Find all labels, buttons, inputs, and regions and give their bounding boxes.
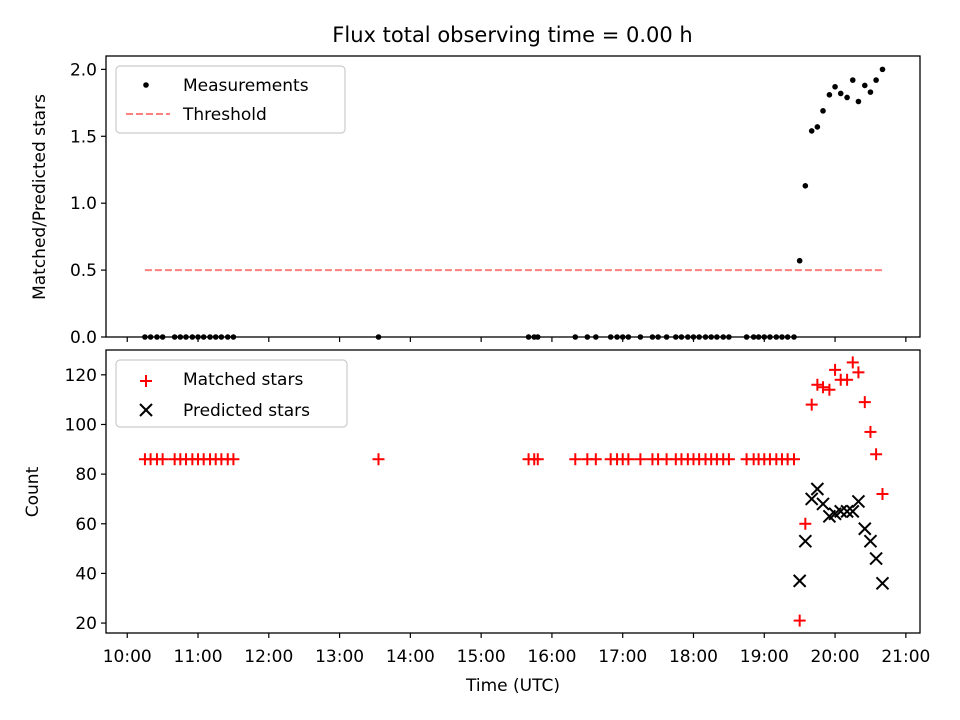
- x-tick-label: 16:00: [527, 647, 576, 667]
- measurement-point: [837, 90, 844, 97]
- predicted-stars-point: [798, 534, 813, 548]
- predicted-stars-point: [840, 504, 854, 519]
- x-tick-label: 20:00: [811, 647, 860, 667]
- legend-measurements-marker: [143, 82, 149, 88]
- x-tick-label: 18:00: [669, 647, 718, 667]
- predicted-stars-point: [863, 534, 878, 548]
- ratio-y-tick-label: 0.5: [70, 261, 97, 281]
- matched-stars-point: [622, 453, 635, 466]
- matched-stars-point: [864, 425, 877, 438]
- count-y-tick-label: 80: [75, 465, 97, 485]
- matched-stars-point: [852, 366, 865, 379]
- matched-stars-point: [823, 383, 836, 396]
- legend-matched-marker: [140, 375, 152, 387]
- count-y-tick-label: 100: [65, 415, 97, 435]
- predicted-stars-point: [875, 576, 890, 591]
- count-y-tick-label: 40: [75, 564, 97, 584]
- legend-predicted-marker: [139, 403, 153, 417]
- measurement-point: [879, 66, 886, 73]
- measurement-point: [861, 82, 868, 89]
- measurement-point: [808, 128, 815, 134]
- measurement-point: [849, 77, 856, 83]
- matched-stars-point: [372, 453, 385, 466]
- count-legend: Matched stars Predicted stars: [115, 359, 348, 428]
- matched-stars-point: [531, 453, 544, 466]
- ratio-y-tick-label: 0.0: [70, 328, 97, 348]
- ratio-panel: 0.00.51.01.52.0 Matched/Predicted stars …: [30, 55, 921, 348]
- matched-stars-point: [876, 487, 889, 500]
- matched-stars-point: [817, 381, 830, 394]
- legend-threshold-label: Threshold: [182, 105, 267, 125]
- matched-stars-point: [811, 378, 824, 391]
- measurement-point: [802, 182, 809, 189]
- chart-title: Flux total observing time = 0.00 h: [332, 23, 692, 47]
- measurement-point: [796, 257, 803, 264]
- count-y-tick-label: 120: [65, 366, 97, 386]
- predicted-stars-point: [792, 574, 807, 588]
- x-tick-label: 17:00: [598, 647, 647, 667]
- measurement-point: [844, 94, 850, 101]
- x-tick-label: 19:00: [740, 647, 789, 667]
- x-tick-label: 21:00: [881, 647, 930, 667]
- count-y-tick-label: 60: [75, 515, 97, 535]
- count-legend-box: [115, 359, 348, 428]
- count-y-axis-label: Count: [23, 466, 43, 517]
- measurement-point: [832, 83, 838, 90]
- matched-stars-point: [870, 448, 883, 461]
- predicted-stars-point: [810, 482, 825, 496]
- count-panel-frame: [105, 349, 921, 634]
- x-tick-label: 11:00: [174, 647, 223, 667]
- matched-stars-point: [841, 373, 854, 386]
- matched-stars-point: [569, 453, 582, 466]
- count-panel: 20 40 60 80 100 120 10:00 11:00 12:00 13:00 14:00 1…: [23, 349, 930, 696]
- x-tick-label: 12:00: [244, 647, 293, 667]
- count-y-tick-label: 20: [75, 614, 97, 634]
- ratio-y-tick-label: 2.0: [70, 60, 97, 80]
- measurement-point: [820, 108, 826, 114]
- measurement-point: [867, 89, 874, 95]
- ratio-y-tick-label: 1.0: [70, 194, 97, 214]
- predicted-stars-point: [851, 494, 866, 509]
- matched-stars-point: [227, 453, 240, 466]
- matched-stars-point: [634, 453, 647, 466]
- matched-stars-point: [156, 453, 169, 466]
- matched-stars-point: [722, 453, 735, 466]
- legend-predicted-label: Predicted stars: [183, 401, 310, 421]
- predicted-stars-point: [846, 504, 860, 519]
- x-tick-label: 10:00: [103, 647, 152, 667]
- predicted-stars-point: [858, 522, 872, 536]
- x-tick-label: 13:00: [315, 647, 364, 667]
- measurement-point: [873, 77, 879, 83]
- matched-stars-point: [858, 396, 871, 409]
- x-tick-label: 14:00: [386, 647, 435, 667]
- predicted-stars-point: [869, 551, 883, 566]
- ratio-y-axis-label: Matched/Predicted stars: [30, 94, 50, 300]
- matched-stars-point: [846, 356, 859, 369]
- matched-stars-point: [805, 398, 818, 411]
- matched-stars-point: [793, 614, 806, 627]
- legend-matched-label: Matched stars: [183, 370, 303, 390]
- x-tick-label: 15:00: [457, 647, 506, 667]
- ratio-y-tick-label: 1.5: [70, 127, 97, 147]
- predicted-stars-point: [804, 492, 819, 506]
- ratio-panel-frame: [105, 55, 921, 338]
- measurement-point: [826, 92, 833, 98]
- matched-stars-point: [589, 453, 602, 466]
- legend-measurements-label: Measurements: [183, 76, 309, 96]
- measurement-point: [814, 124, 821, 130]
- ratio-legend: Measurements Threshold: [115, 65, 346, 134]
- measurement-point: [855, 98, 862, 105]
- matched-stars-point: [829, 363, 842, 376]
- predicted-stars-point: [834, 504, 848, 519]
- matched-stars-point: [788, 453, 801, 466]
- predicted-stars-point: [816, 497, 830, 511]
- ratio-legend-box: [115, 65, 346, 134]
- x-axis-label: Time (UTC): [465, 676, 560, 696]
- matched-stars-point: [799, 517, 812, 530]
